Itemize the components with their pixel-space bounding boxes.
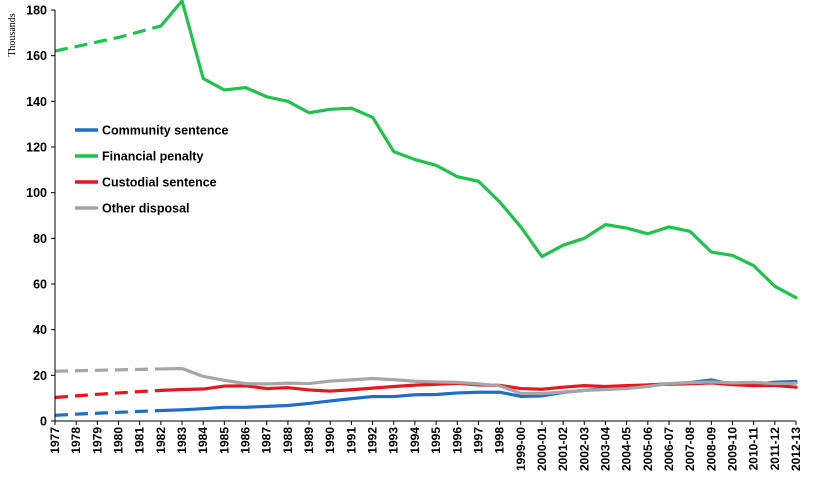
series-line-dashed-financial-penalty xyxy=(54,24,162,53)
x-tick-label: 1994 xyxy=(408,427,422,454)
x-tick-label: 2006-07 xyxy=(662,427,676,471)
y-tick-label: 120 xyxy=(26,141,47,155)
x-axis-ticks: 1977 1978 1979 1980 1981 1982 1983 1984 1985 1986… xyxy=(48,421,803,471)
x-tick-label: 1977 xyxy=(48,427,62,454)
y-tick-label: 140 xyxy=(26,95,47,109)
x-tick-label: 1995 xyxy=(429,427,443,454)
series-line-dashed-other-disposal xyxy=(54,367,161,373)
y-tick-label: 100 xyxy=(26,186,47,200)
x-tick-label: 2001-02 xyxy=(556,427,570,471)
x-tick-label: 1990 xyxy=(323,427,337,454)
legend-label: Financial penalty xyxy=(102,150,203,164)
x-tick-label: 1991 xyxy=(344,427,358,454)
series-line-financial-penalty xyxy=(159,0,798,300)
x-tick-label: 2007-08 xyxy=(683,427,697,471)
x-tick-label: 2008-09 xyxy=(704,427,718,471)
x-tick-label: 1998 xyxy=(493,427,507,454)
series-line-dashed-custodial-sentence xyxy=(54,388,161,400)
x-tick-label: 1986 xyxy=(239,427,253,454)
series-line-dashed-community-sentence xyxy=(54,408,161,417)
y-tick-label: 60 xyxy=(33,278,47,292)
series-lines xyxy=(54,0,798,417)
axes xyxy=(54,10,796,422)
legend: Community sentence Financial penalty Custo… xyxy=(75,124,228,216)
x-tick-label: 1978 xyxy=(69,427,83,454)
y-axis-ticks: 0 20 40 60 80 100 120 140 160 180 xyxy=(26,4,55,429)
x-tick-label: 1981 xyxy=(133,427,147,454)
x-tick-label: 1979 xyxy=(90,427,104,454)
x-tick-label: 1987 xyxy=(260,427,274,454)
x-tick-label: 2004-05 xyxy=(620,427,634,471)
x-tick-label: 1989 xyxy=(302,427,316,454)
x-tick-label: 2012-13 xyxy=(789,427,803,471)
series-line-other-disposal xyxy=(159,366,798,396)
y-axis-title: Thousands xyxy=(7,13,18,56)
x-tick-label: 2009-10 xyxy=(725,427,739,471)
x-tick-label: 1996 xyxy=(450,427,464,454)
x-tick-label: 2002-03 xyxy=(577,427,591,471)
x-tick-label: 1988 xyxy=(281,427,295,454)
y-tick-label: 40 xyxy=(33,323,47,337)
x-tick-label: 1984 xyxy=(196,427,210,454)
x-tick-label: 1992 xyxy=(366,427,380,454)
x-tick-label: 2000-01 xyxy=(535,427,549,471)
x-tick-label: 1999-00 xyxy=(514,427,528,471)
x-tick-label: 1997 xyxy=(471,427,485,454)
x-tick-label: 2011-12 xyxy=(768,427,782,471)
legend-label: Custodial sentence xyxy=(102,176,217,190)
x-tick-label: 1983 xyxy=(175,427,189,454)
y-tick-label: 180 xyxy=(26,4,47,18)
x-tick-label: 1982 xyxy=(154,427,168,454)
x-tick-label: 1985 xyxy=(217,427,231,454)
x-tick-label: 2003-04 xyxy=(598,427,612,471)
y-tick-label: 0 xyxy=(40,415,47,429)
x-tick-label: 1993 xyxy=(387,427,401,454)
legend-label: Other disposal xyxy=(102,202,190,216)
x-tick-label: 1980 xyxy=(112,427,126,454)
legend-label: Community sentence xyxy=(102,124,228,138)
y-tick-label: 20 xyxy=(33,369,47,383)
x-tick-label: 2005-06 xyxy=(641,427,655,471)
y-tick-label: 80 xyxy=(33,232,47,246)
x-tick-label: 2010-11 xyxy=(747,427,761,471)
y-tick-label: 160 xyxy=(26,49,47,63)
